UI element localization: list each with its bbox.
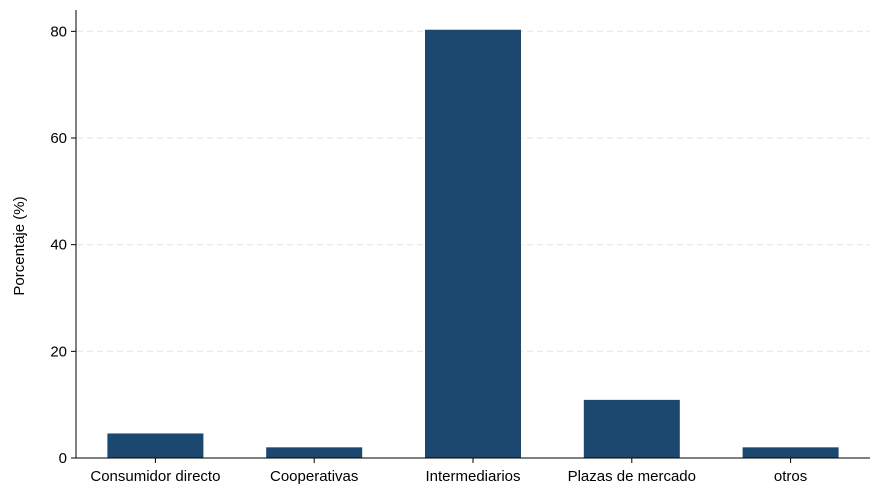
x-category-label: Cooperativas — [270, 468, 358, 484]
bar-2 — [266, 447, 363, 458]
bar-3 — [425, 29, 521, 458]
bars — [107, 29, 839, 458]
bar-5 — [742, 447, 839, 458]
gridlines — [77, 30, 870, 352]
x-axis: Consumidor directo Cooperativas Intermedia… — [76, 457, 870, 484]
y-tick-label: 20 — [50, 343, 67, 360]
y-axis-title: Porcentaje (%) — [11, 196, 28, 295]
y-tick-label: 0 — [59, 450, 67, 467]
x-category-label: Consumidor directo — [90, 468, 220, 484]
bar-4 — [583, 399, 680, 458]
bar-1 — [107, 433, 204, 458]
x-category-label: Intermediarios — [425, 468, 520, 484]
y-tick-label: 60 — [50, 130, 67, 147]
y-tick-label: 40 — [50, 237, 67, 254]
x-category-label: Plazas de mercado — [568, 468, 696, 484]
y-tick-label: 80 — [50, 23, 67, 40]
x-category-label: otros — [774, 468, 807, 484]
y-axis: 0 20 40 60 80 — [50, 10, 77, 467]
